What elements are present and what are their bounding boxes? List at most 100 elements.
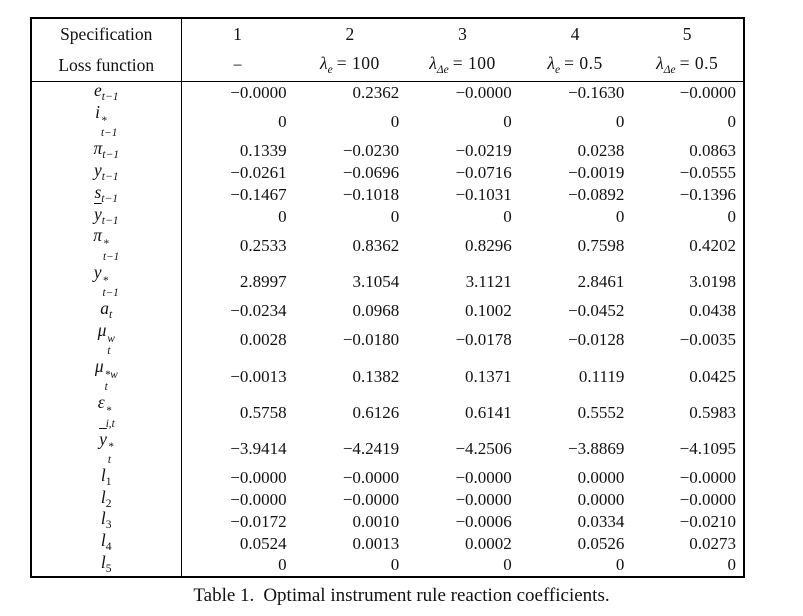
coefficient-value: 0 <box>278 206 287 226</box>
coefficient-value: 2.8997 <box>239 272 287 292</box>
table-row: π * t−1 0.2533 0.8362 0.8296 0.7598 0.4202 <box>31 227 744 264</box>
spec-number-header: 1 <box>233 23 242 44</box>
coefficient-value: 0.8296 <box>465 235 512 255</box>
variable-label: at <box>31 299 182 322</box>
loss-function-header: − <box>181 50 294 82</box>
loss-function-row: Loss function − λe = 100 λΔe = 100 λe = 0.5 λΔe… <box>31 50 744 82</box>
coefficient-value: 0 <box>390 555 400 575</box>
table-body: et−1 −0.0000 0.2362 −0.0000 −0.1630 −0.0000 i *… <box>31 81 744 577</box>
coefficient-value: −4.2419 <box>342 439 400 459</box>
coefficient-value: 0.2362 <box>352 83 400 103</box>
coefficient-value: −0.0892 <box>568 185 625 205</box>
coefficient-value: 0.0524 <box>239 533 287 553</box>
coefficient-value: 0.0526 <box>577 533 625 553</box>
coefficient-value: −0.0234 <box>230 301 287 321</box>
coefficient-value: −0.0013 <box>230 366 287 386</box>
coefficient-value: 0.7598 <box>577 235 625 255</box>
coefficient-value: −0.0006 <box>455 511 512 531</box>
variable-label: l4 <box>31 532 182 554</box>
coefficient-value: 0.0002 <box>465 533 512 553</box>
table-row: at −0.0234 0.0968 0.1002 −0.0452 0.0438 <box>31 299 744 322</box>
coefficient-value: −0.0000 <box>230 83 287 103</box>
coefficient-value: −4.2506 <box>455 439 512 459</box>
coefficient-value: 0 <box>615 555 625 575</box>
coefficient-value: 0.1382 <box>352 366 400 386</box>
coefficient-value: 0.2533 <box>239 235 287 255</box>
coefficient-value: 0.0968 <box>352 301 400 321</box>
coefficient-value: −0.0172 <box>230 511 287 531</box>
table-row: l3 −0.0172 0.0010 −0.0006 0.0334 −0.0210 <box>31 510 744 533</box>
coefficient-value: 0.0438 <box>689 301 736 321</box>
coefficient-value: 0.1119 <box>578 366 625 386</box>
coefficient-value: 0.5983 <box>689 402 736 422</box>
table-row: i * t−1 0 0 0 0 0 <box>31 103 744 141</box>
coefficient-value: 0.6141 <box>465 402 512 422</box>
coefficient-value: −0.0696 <box>342 163 400 183</box>
coefficient-value: 0 <box>727 206 736 226</box>
table-row: st−1 −0.1467 −0.1018 −0.1031 −0.0892 −0.1396 <box>31 183 744 206</box>
coefficient-value: −0.0000 <box>455 489 512 509</box>
spec-number-header: 3 <box>458 23 467 44</box>
table-row: yt−1 0 0 0 0 0 <box>31 205 744 228</box>
variable-label: i * t−1 <box>31 103 182 141</box>
loss-function-header: λΔe = 0.5 <box>631 50 744 82</box>
coefficient-value: −0.1396 <box>679 185 736 205</box>
coefficient-value: −0.0000 <box>455 83 512 103</box>
coefficient-value: 0.4202 <box>689 235 736 255</box>
coefficient-value: −3.9414 <box>230 439 287 459</box>
coefficient-value: 0 <box>615 206 625 226</box>
variable-label: l2 <box>31 488 182 511</box>
coefficient-value: −0.0000 <box>230 468 287 488</box>
coefficient-value: 3.1121 <box>465 272 512 292</box>
coefficient-value: 0 <box>503 112 512 132</box>
variable-label: πt−1 <box>31 139 182 162</box>
coefficient-value: −0.0000 <box>455 468 512 488</box>
coefficient-value: 0.0273 <box>689 533 736 553</box>
coefficient-value: −0.0180 <box>342 330 400 350</box>
coefficient-value: 0.5552 <box>577 402 625 422</box>
specification-row: Specification 1 2 3 4 5 <box>31 18 744 50</box>
coefficient-value: 0.0013 <box>352 533 400 553</box>
table-row: y * t −3.9414 −4.2419 −4.2506 −3.8869 −4.1095 <box>31 430 744 467</box>
coefficient-value: 0.0238 <box>577 141 625 161</box>
variable-label: l5 <box>31 553 182 577</box>
coefficient-value: −0.0019 <box>568 163 625 183</box>
variable-label: l1 <box>31 466 182 489</box>
coefficient-value: −0.0716 <box>455 163 512 183</box>
coefficient-value: 0.6126 <box>352 402 400 422</box>
table-row: l1 −0.0000 −0.0000 −0.0000 0.0000 −0.0000 <box>31 466 744 489</box>
coefficient-value: 0 <box>727 555 736 575</box>
spec-number-header: 2 <box>345 23 355 44</box>
coefficient-value: −0.0210 <box>679 511 736 531</box>
coefficient-value: 0.0000 <box>577 468 625 488</box>
coefficient-value: 0 <box>727 112 736 132</box>
coefficient-value: −0.0178 <box>455 330 512 350</box>
table-row: l2 −0.0000 −0.0000 −0.0000 0.0000 −0.0000 <box>31 488 744 511</box>
coefficient-value: 0.0425 <box>689 366 736 386</box>
table-row: πt−1 0.1339 −0.0230 −0.0219 0.0238 0.0863 <box>31 139 744 162</box>
coefficient-value: −0.0000 <box>679 468 736 488</box>
spec-number-header: 5 <box>682 23 692 44</box>
loss-function-header: λe = 0.5 <box>518 50 632 82</box>
coefficient-value: −0.0128 <box>568 330 625 350</box>
variable-label: μ *w t <box>31 357 182 395</box>
table-row: et−1 −0.0000 0.2362 −0.0000 −0.1630 −0.0000 <box>31 81 744 104</box>
table-header: Specification 1 2 3 4 5 Loss function − λe = 1… <box>31 18 744 82</box>
coefficient-value: −0.0452 <box>568 301 625 321</box>
loss-function-label: Loss function <box>31 50 182 82</box>
coefficient-value: 0 <box>615 112 625 132</box>
coefficients-table: Specification 1 2 3 4 5 Loss function − λe = 1… <box>30 17 745 578</box>
coefficient-value: 0.0028 <box>239 330 287 350</box>
coefficient-value: 0 <box>278 555 287 575</box>
table-row: ε * i,t 0.5758 0.6126 0.6141 0.5552 0.5983 <box>31 394 744 431</box>
coefficient-value: −0.0261 <box>230 163 287 183</box>
coefficient-value: −4.1095 <box>679 439 736 459</box>
coefficient-value: 0.1002 <box>465 301 512 321</box>
coefficient-value: 2.8461 <box>577 272 625 292</box>
coefficient-value: 0.1371 <box>465 366 512 386</box>
variable-label: ε * i,t <box>31 394 182 431</box>
table-row: μ w t 0.0028 −0.0180 −0.0178 −0.0128 −0.0035 <box>31 321 744 358</box>
coefficient-value: −0.1467 <box>230 185 287 205</box>
specification-label: Specification <box>31 18 182 50</box>
